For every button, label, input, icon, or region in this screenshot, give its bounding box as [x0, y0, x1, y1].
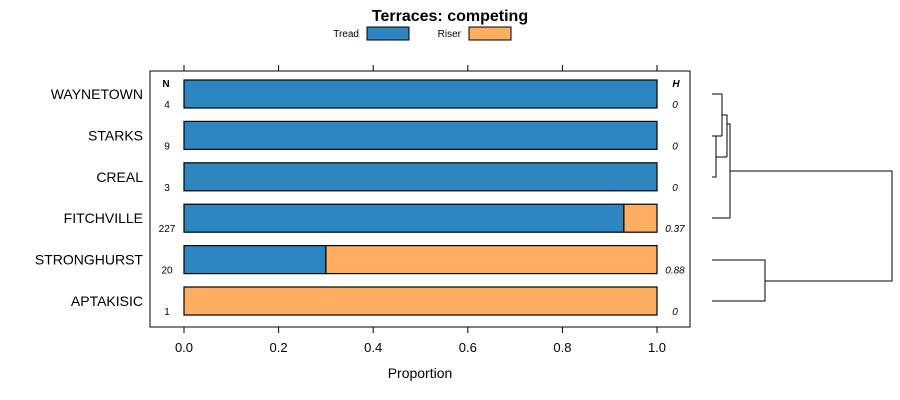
category-label: FITCHVILLE [64, 210, 143, 226]
legend: Tread Riser [333, 26, 512, 41]
legend-swatch-tread [366, 26, 410, 41]
bar-segment-tread [183, 245, 327, 275]
dendrogram-branch [730, 170, 893, 282]
n-value: 227 [159, 224, 176, 235]
legend-label-riser: Riser [438, 29, 462, 40]
bar-segment-tread [183, 203, 625, 233]
dendrogram-branch [712, 93, 723, 136]
bar-segment-tread [183, 120, 658, 151]
bar-segment-riser [183, 286, 658, 316]
bar-segment-riser [325, 245, 658, 275]
category-label: STARKS [88, 127, 143, 143]
dendrogram [712, 93, 893, 302]
plot-frame [149, 70, 691, 328]
n-value: 3 [164, 183, 170, 194]
dendrogram-branch [712, 259, 766, 302]
dendrogram-branch [712, 136, 717, 178]
h-value: 0.37 [665, 224, 685, 235]
category-label: STRONGHURST [35, 252, 144, 268]
x-tick-label: 0.4 [364, 340, 382, 355]
bar-segment-tread [183, 162, 658, 192]
n-value: 4 [164, 100, 170, 111]
n-value: 1 [164, 307, 170, 318]
x-tick-label: 0.0 [175, 340, 193, 355]
category-label: APTAKISIC [71, 293, 143, 309]
x-tick-label: 0.2 [270, 340, 288, 355]
n-value: 9 [164, 141, 170, 152]
h-value: 0 [672, 100, 678, 111]
x-tick-label: 0.6 [459, 340, 477, 355]
bar-segment-tread [183, 79, 658, 109]
legend-label-tread: Tread [333, 29, 359, 40]
dendrogram-branch [722, 114, 728, 157]
n-value: 20 [161, 266, 173, 277]
h-value: 0 [672, 141, 678, 152]
category-label: WAYNETOWN [51, 86, 143, 102]
legend-swatch-riser [468, 26, 512, 41]
h-header: H [672, 79, 680, 90]
chart-title: Terraces: competing [372, 8, 528, 25]
n-header: N [162, 79, 169, 90]
h-value: 0 [672, 307, 678, 318]
h-value: 0.88 [665, 266, 685, 277]
x-tick-label: 1.0 [648, 340, 666, 355]
category-label: CREAL [96, 169, 143, 185]
h-value: 0 [672, 183, 678, 194]
x-axis-label: Proportion [388, 365, 453, 381]
bar-segment-riser [623, 203, 658, 233]
x-tick-label: 0.8 [553, 340, 571, 355]
